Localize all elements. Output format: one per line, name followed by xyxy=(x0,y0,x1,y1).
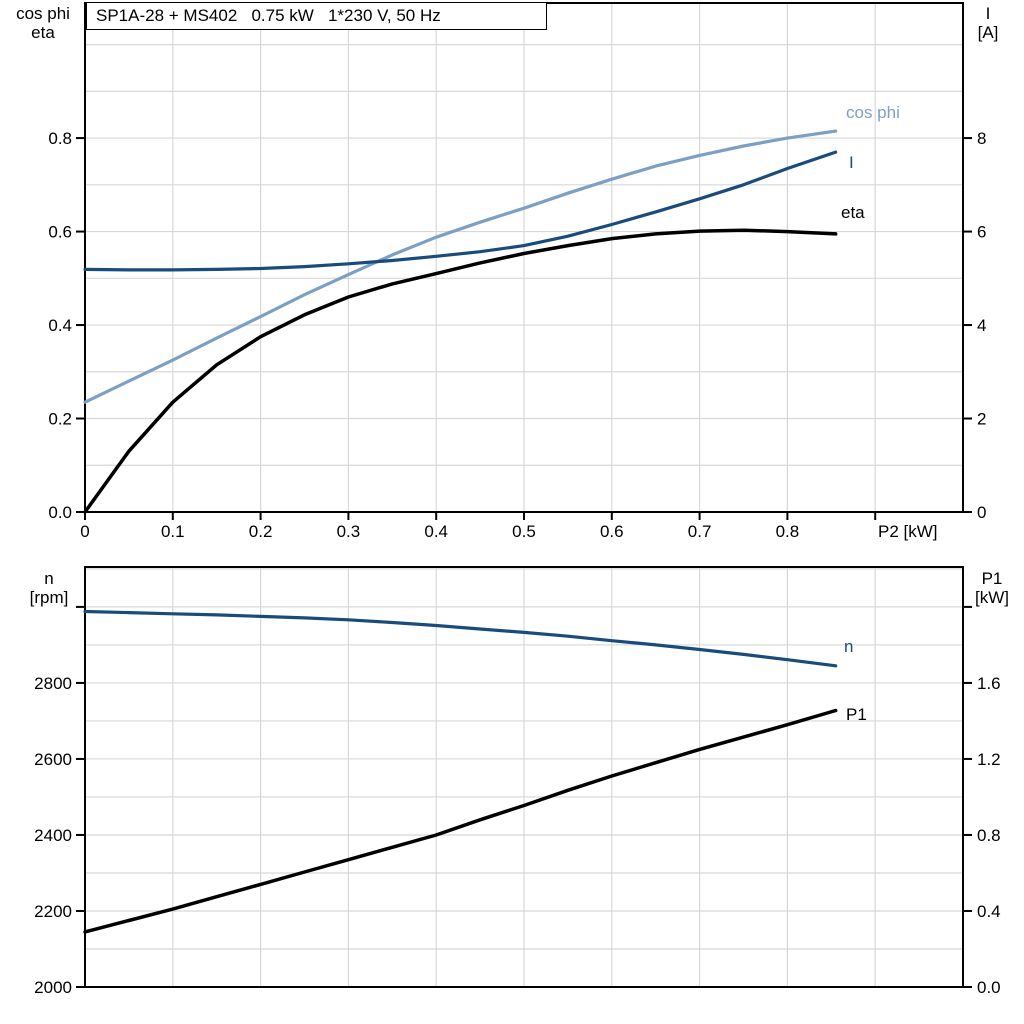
series-curve-eta xyxy=(83,228,838,514)
right-axis-tick-label: 6 xyxy=(977,223,986,242)
series-curve-n xyxy=(83,609,838,668)
left-axis-tick-label: 0.4 xyxy=(48,316,72,335)
left-axis-tick-label: 2000 xyxy=(34,978,72,997)
left-axis-tick-label: 2400 xyxy=(34,826,72,845)
left-axis-tick-label: 0.8 xyxy=(48,129,72,148)
x-axis-tick-label: 0.4 xyxy=(424,522,448,541)
legend-p1: P1 xyxy=(846,705,867,724)
right-axis-tick-label: 4 xyxy=(977,316,986,335)
right-axis-tick-label: 0.0 xyxy=(977,978,1001,997)
x-axis-tick-label: 0.8 xyxy=(776,522,800,541)
x-axis-tick-label: 0 xyxy=(80,522,89,541)
right-axis-tick-label: 1.6 xyxy=(977,674,1001,693)
left-axis-tick-label: 2600 xyxy=(34,750,72,769)
x-axis-tick-label: 0.5 xyxy=(512,522,536,541)
axis-title-cosphi-eta: cos phi eta xyxy=(6,4,80,42)
x-axis-title: P2 [kW] xyxy=(878,522,938,541)
axis-title-speed: n [rpm] xyxy=(18,569,80,607)
left-axis-tick-label: 2800 xyxy=(34,674,72,693)
plot-frame xyxy=(84,566,964,988)
chart-title-box: SP1A-28 + MS402 0.75 kW 1*230 V, 50 Hz xyxy=(86,2,547,30)
right-axis-tick-label: 0.4 xyxy=(977,902,1001,921)
x-axis-tick-label: 0.3 xyxy=(337,522,361,541)
right-axis-tick-label: 2 xyxy=(977,410,986,429)
axis-title-current-symbol: I xyxy=(985,4,991,23)
right-axis-tick-label: 1.2 xyxy=(977,750,1001,769)
left-axis-tick-label: 2200 xyxy=(34,902,72,921)
legend-n: n xyxy=(844,637,854,656)
right-axis-tick-label: 8 xyxy=(977,129,986,148)
axis-title-speed-symbol: n xyxy=(44,569,54,588)
axis-title-speed-unit: [rpm] xyxy=(29,588,69,607)
legend-eta: eta xyxy=(841,203,865,222)
x-axis-tick-label: 0.2 xyxy=(249,522,273,541)
x-axis-tick-label: 0.7 xyxy=(688,522,712,541)
right-axis-tick-label: 0 xyxy=(977,503,986,522)
axis-title-eta: eta xyxy=(31,23,55,42)
left-axis-tick-label: 0.2 xyxy=(48,410,72,429)
series-curve-cos-phi xyxy=(83,129,838,404)
x-axis-tick-label: 0.6 xyxy=(600,522,624,541)
x-axis-tick-label: 0.1 xyxy=(161,522,185,541)
left-axis-tick-label: 0.6 xyxy=(48,223,72,242)
series-curve-i xyxy=(83,150,838,272)
axis-title-p1-unit: [kW] xyxy=(975,588,1009,607)
axis-title-p1-symbol: P1 xyxy=(981,569,1003,588)
left-axis-tick-label: 0.0 xyxy=(48,503,72,522)
right-axis-tick-label: 0.8 xyxy=(977,826,1001,845)
axis-title-current: I [A] xyxy=(962,4,1014,42)
axis-title-cosphi: cos phi xyxy=(16,4,70,23)
legend-current: I xyxy=(849,153,854,172)
axis-title-current-unit: [A] xyxy=(977,23,999,42)
legend-cos-phi: cos phi xyxy=(846,103,900,122)
axis-title-p1: P1 [kW] xyxy=(964,569,1020,607)
series-curve-p1 xyxy=(83,708,838,934)
